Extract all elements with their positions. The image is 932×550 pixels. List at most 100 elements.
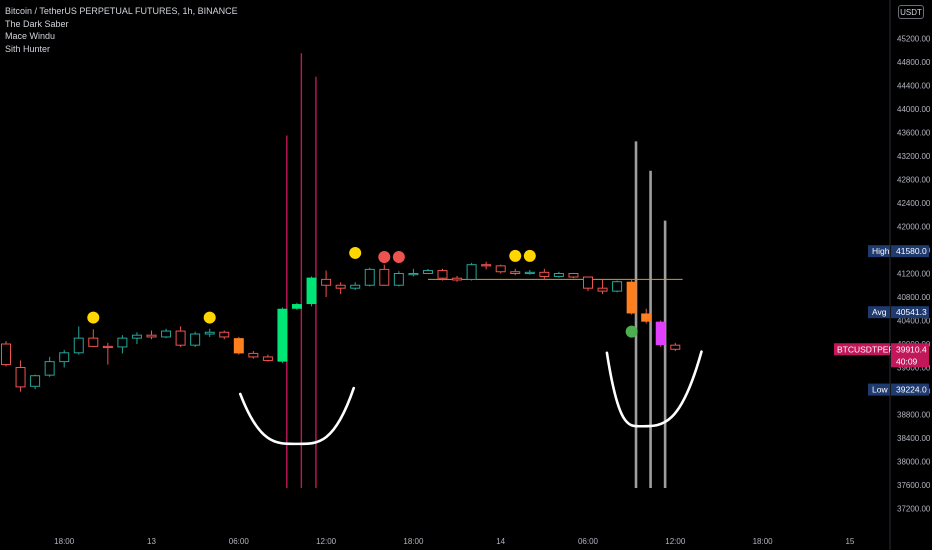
candle-15 bbox=[219, 330, 230, 340]
indicator-dark-saber[interactable]: The Dark Saber bbox=[5, 18, 69, 29]
candle-body bbox=[262, 356, 273, 361]
candle-body bbox=[452, 277, 463, 281]
candle-body bbox=[364, 268, 375, 286]
candle-body bbox=[277, 308, 288, 362]
candle-body bbox=[219, 331, 230, 338]
candle-9 bbox=[131, 332, 142, 344]
candle-19 bbox=[277, 307, 288, 363]
time-tick-7: 12:00 bbox=[665, 537, 686, 546]
chart-legend: Bitcoin / TetherUS PERPETUAL FUTURES, 1h… bbox=[5, 5, 238, 55]
candle-38 bbox=[553, 271, 564, 278]
time-tick-2: 06:00 bbox=[229, 537, 250, 546]
candle-4 bbox=[59, 349, 70, 368]
signal-dots bbox=[87, 246, 638, 338]
candle-body bbox=[510, 271, 521, 274]
candle-body bbox=[73, 337, 84, 354]
candle-2 bbox=[30, 374, 41, 390]
candle-37 bbox=[539, 268, 550, 280]
time-tick-5: 14 bbox=[496, 537, 505, 546]
price-axis[interactable]: 37200.00 37600.00 38000.00 38400.00 38800.00… bbox=[897, 35, 931, 514]
candle-39 bbox=[568, 272, 579, 279]
symbol-title[interactable]: Bitcoin / TetherUS PERPETUAL FUTURES, 1h… bbox=[5, 6, 238, 16]
candle-24 bbox=[350, 282, 361, 290]
price-tick-3: 38400.00 bbox=[897, 434, 931, 443]
time-tick-4: 18:00 bbox=[403, 537, 424, 546]
time-tick-8: 18:00 bbox=[753, 537, 774, 546]
price-tick-14: 42800.00 bbox=[897, 176, 931, 185]
candle-body bbox=[30, 375, 41, 387]
candle-body bbox=[248, 352, 259, 358]
candle-7 bbox=[102, 342, 113, 365]
symbol-label-box bbox=[834, 343, 890, 356]
candle-body bbox=[437, 270, 448, 279]
candle-32 bbox=[466, 262, 477, 281]
candle-body bbox=[117, 337, 128, 348]
candle-42 bbox=[612, 280, 623, 293]
candle-5 bbox=[73, 326, 84, 355]
candle-body bbox=[102, 345, 113, 349]
indicator-mace-windu[interactable]: Mace Windu bbox=[5, 31, 56, 41]
candle-35 bbox=[510, 268, 521, 276]
tag-label-box bbox=[868, 383, 890, 396]
candle-31 bbox=[452, 275, 463, 282]
candle-body bbox=[568, 273, 579, 278]
signal-dot-3 bbox=[378, 251, 391, 264]
signal-dot-7 bbox=[625, 325, 638, 338]
candle-body bbox=[59, 352, 70, 363]
candle-16 bbox=[233, 336, 244, 355]
candle-body bbox=[583, 276, 593, 289]
price-tick-8: 40400.00 bbox=[897, 317, 931, 326]
price-tick-19: 44800.00 bbox=[897, 58, 931, 67]
candle-0 bbox=[1, 341, 11, 367]
candle-23 bbox=[335, 282, 346, 295]
candle-18 bbox=[262, 354, 273, 362]
candle-body bbox=[408, 273, 419, 276]
indicator-sith-hunter[interactable]: Sith Hunter bbox=[5, 43, 51, 54]
price-tag-low: Low 39224.0 bbox=[868, 383, 929, 396]
bar-countdown: 40:09 bbox=[896, 356, 918, 366]
candle-body bbox=[539, 271, 550, 277]
candle-body bbox=[612, 281, 623, 292]
curve-annotations bbox=[238, 350, 703, 446]
candle-body bbox=[379, 268, 390, 286]
price-tick-18: 44400.00 bbox=[897, 82, 931, 91]
candle-34 bbox=[495, 264, 506, 274]
price-tick-20: 45200.00 bbox=[897, 35, 931, 44]
price-tag-high: High 41580.0 bbox=[868, 245, 929, 258]
candles bbox=[1, 261, 681, 392]
curve-1 bbox=[605, 350, 703, 428]
curve-0 bbox=[238, 386, 356, 446]
currency-button[interactable]: USDT bbox=[898, 5, 924, 19]
candle-29 bbox=[422, 268, 433, 275]
price-tick-2: 38000.00 bbox=[897, 458, 931, 467]
symbol-label: BTCUSDTPERP bbox=[837, 344, 901, 354]
tag-label-box bbox=[868, 245, 890, 258]
current-price-box bbox=[891, 343, 929, 368]
candle-36 bbox=[524, 269, 535, 275]
time-tick-1: 13 bbox=[147, 537, 156, 546]
tag-label: Avg bbox=[872, 307, 887, 317]
candle-body bbox=[292, 304, 302, 309]
signal-dot-1 bbox=[203, 311, 216, 324]
candle-33 bbox=[481, 261, 492, 270]
candle-body bbox=[321, 278, 332, 286]
candle-44 bbox=[641, 308, 652, 324]
price-tick-15: 43200.00 bbox=[897, 152, 931, 161]
price-tick-9: 40800.00 bbox=[897, 293, 931, 302]
candle-26 bbox=[379, 264, 390, 286]
candle-body bbox=[306, 277, 317, 305]
candle-43 bbox=[626, 279, 637, 315]
candle-body bbox=[146, 334, 157, 338]
tag-label: Low bbox=[872, 385, 888, 395]
candle-17 bbox=[248, 351, 259, 359]
candle-body bbox=[161, 330, 172, 338]
time-axis[interactable]: 18:00 13 06:00 12:00 18:00 14 06:00 12:00 18:00 1… bbox=[54, 537, 855, 546]
tag-label-box bbox=[868, 306, 890, 319]
candle-body bbox=[641, 313, 652, 322]
candle-14 bbox=[204, 328, 215, 337]
price-tick-6: 39600.00 bbox=[897, 364, 931, 373]
